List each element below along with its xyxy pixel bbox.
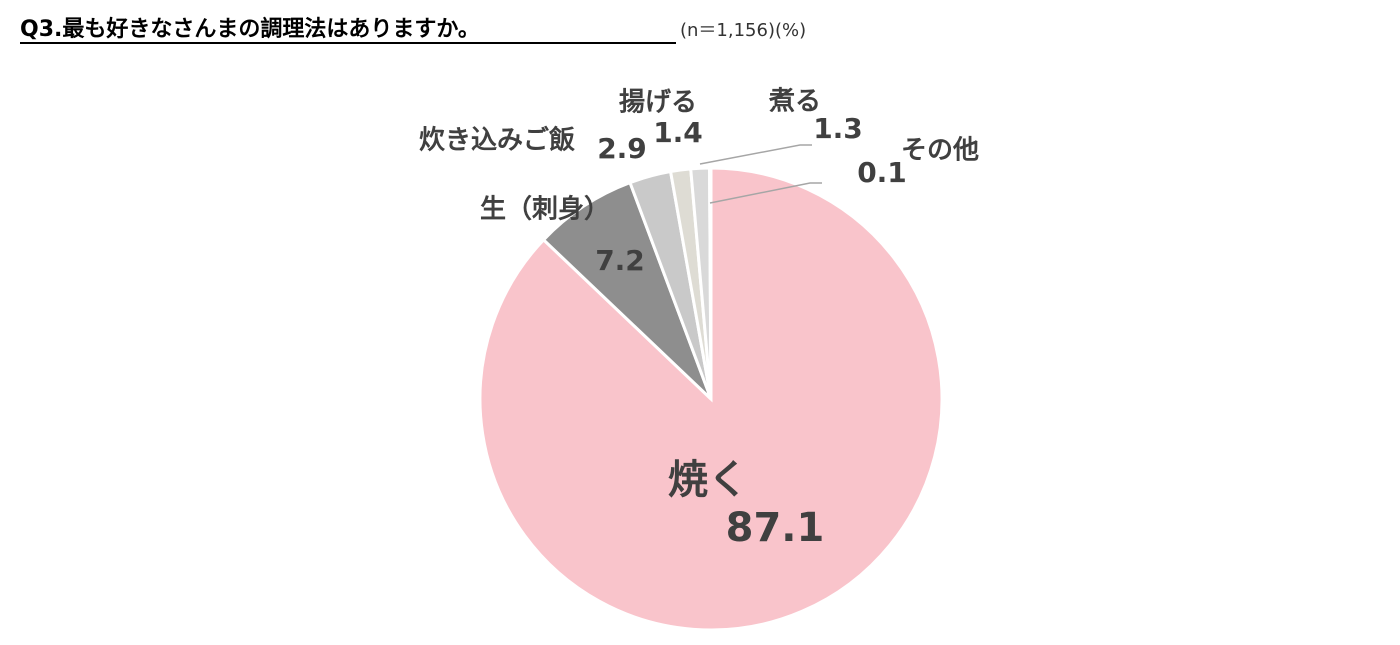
slice-label: 生（刺身） [480,194,610,225]
value-label: 0.1 [857,156,907,189]
value-label: 7.2 [595,244,645,277]
value-label: 1.4 [653,116,703,149]
pie-slice [541,180,713,401]
leader-line [699,144,812,165]
value-label: 1.3 [813,112,863,145]
slice-label: 焼く [668,457,748,503]
pie-slice [478,166,944,632]
pie-slice [708,166,713,400]
slice-label: 揚げる [619,88,697,118]
slice-label: 煮る [768,87,821,117]
chart-subtitle: (n＝1,156)(%) [680,20,806,41]
slice-label: その他 [901,136,979,166]
slice-label: 炊き込みご飯 [419,125,575,156]
chart-title: Q3.最も好きなさんまの調理法はありますか。 [20,16,480,42]
leader-line [709,182,822,204]
value-label: 87.1 [726,505,825,551]
value-label: 2.9 [597,132,647,165]
